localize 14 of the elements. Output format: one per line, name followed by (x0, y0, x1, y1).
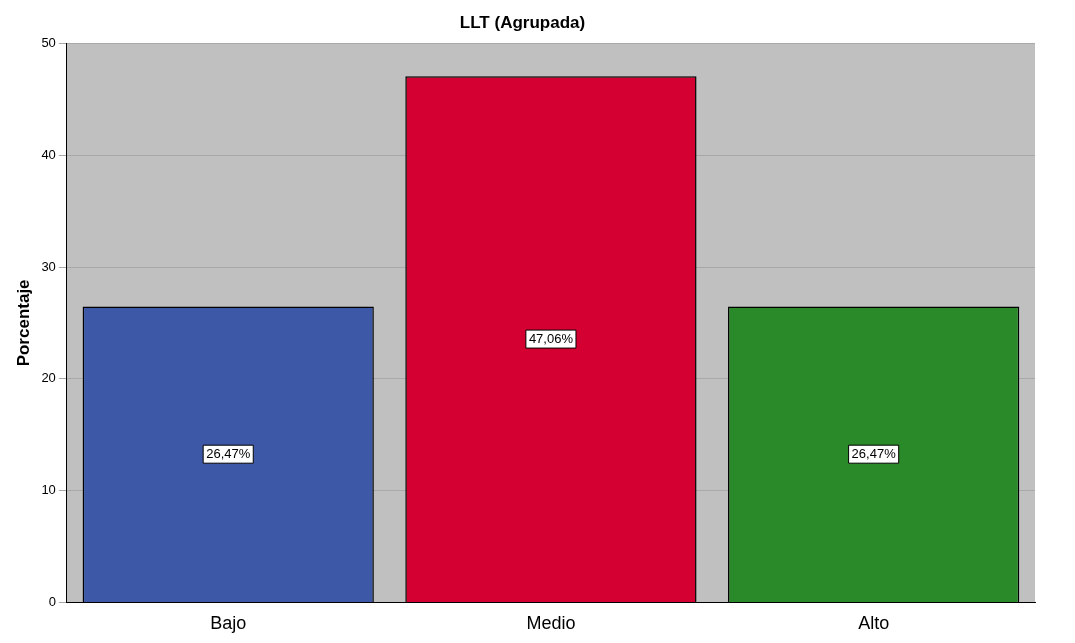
y-tick-label: 10 (41, 482, 56, 498)
y-axis-title: Porcentaje (13, 279, 33, 367)
y-tick-label: 20 (41, 370, 56, 386)
data-label: 26,47% (851, 445, 897, 461)
y-tick-label: 40 (41, 146, 56, 162)
y-tick-label: 0 (48, 593, 56, 609)
data-label: 47,06% (528, 330, 574, 346)
y-tick-label: 30 (41, 258, 56, 274)
chart-title: LLT (Agrupada) (459, 12, 586, 32)
x-tick-label: Bajo (210, 613, 247, 634)
x-tick-label: Alto (858, 613, 890, 634)
x-tick-label: Medio (526, 613, 576, 634)
y-tick-label: 50 (41, 34, 56, 50)
data-label: 26,47% (206, 445, 251, 461)
